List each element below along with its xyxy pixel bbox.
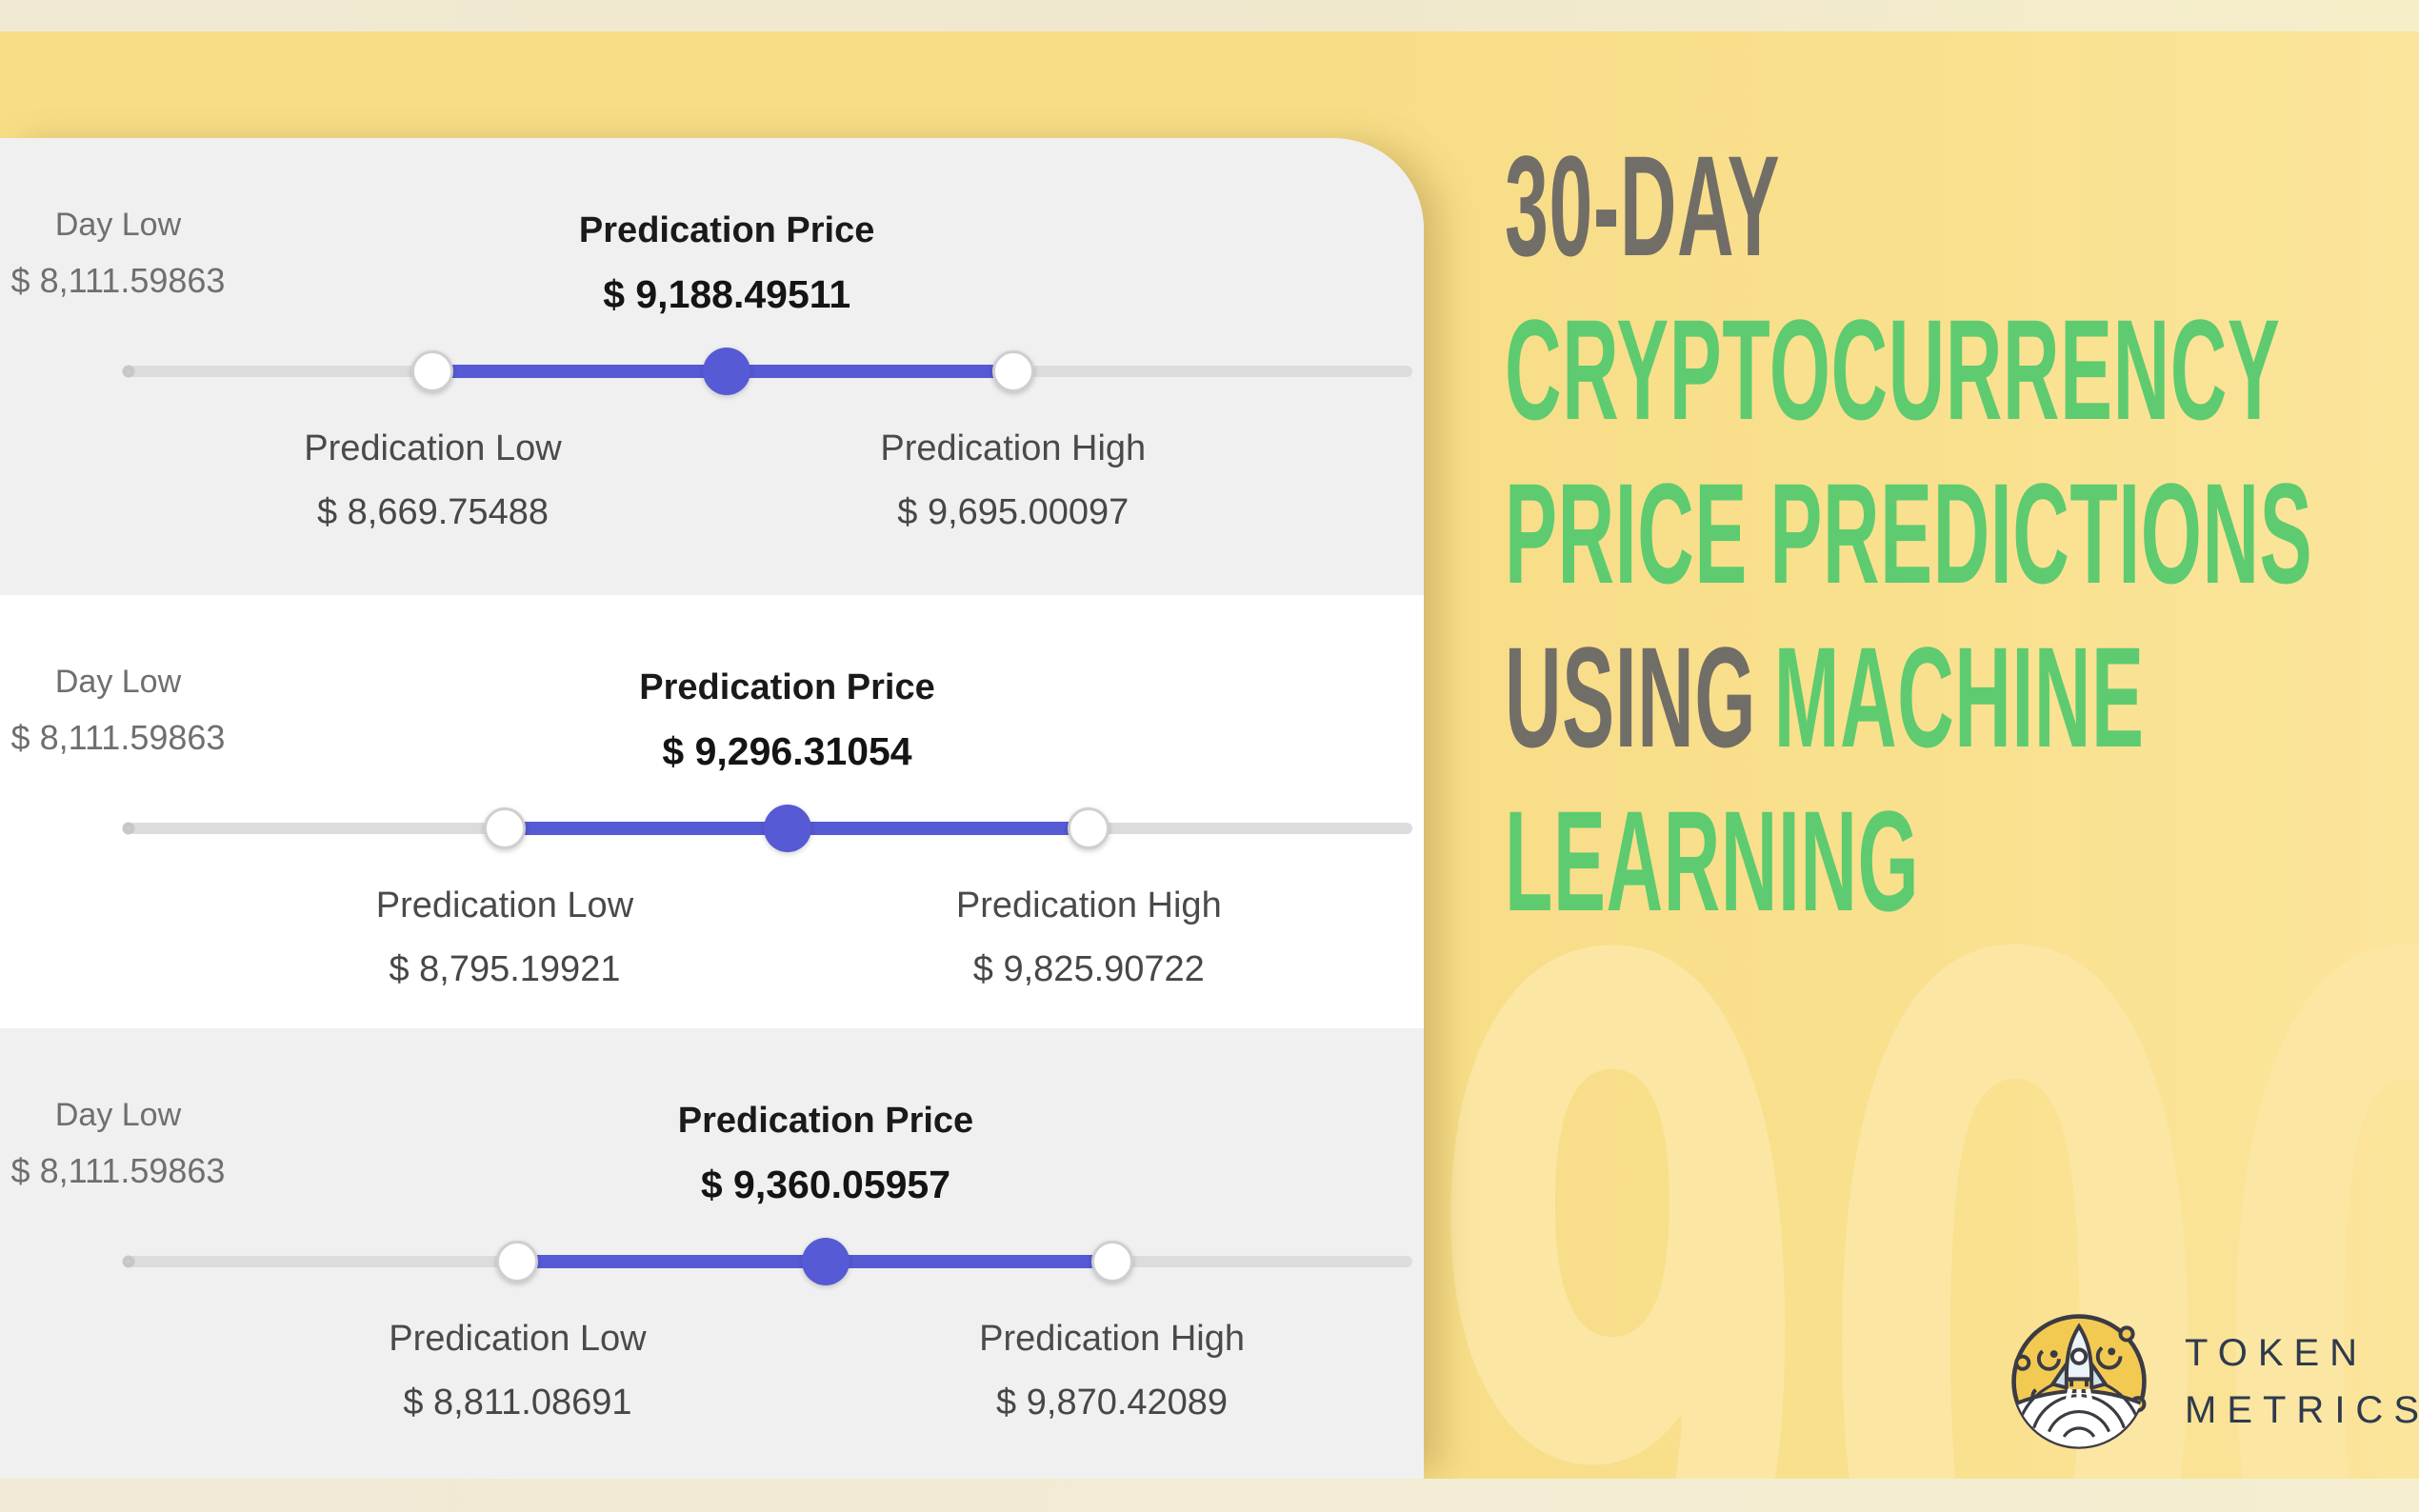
prediction-price-value: $ 9,296.31054 — [662, 729, 912, 773]
prediction-low-block: Predication Low $ 8,795.19921 — [376, 885, 633, 990]
day-low-block: Day Low $ 8,111.59863 — [8, 1097, 229, 1191]
prediction-slider: Predication Price $ 9,188.49511 Predicat… — [122, 138, 1412, 595]
slider-start-marker — [122, 365, 135, 378]
day-low-block: Day Low $ 8,111.59863 — [8, 664, 229, 758]
day-low-value: $ 8,111.59863 — [10, 1151, 226, 1190]
logo-word-token: TOKEN — [2185, 1332, 2369, 1374]
prediction-high-block: Predication High $ 9,870.42089 — [979, 1319, 1245, 1423]
day-low-label: Day Low — [54, 1097, 182, 1133]
background-watermark-900: 900 — [1421, 750, 2419, 1512]
prediction-low-block: Predication Low $ 8,811.08691 — [389, 1319, 646, 1423]
prediction-panel-1: Day Low $ 8,111.59863 Predication Price … — [0, 138, 1424, 595]
day-low-value: $ 8,111.59863 — [10, 261, 226, 300]
headline-line-2: CRYPTOCURRENCY — [1505, 289, 2281, 449]
headline-line-4-grey: USING — [1505, 617, 1757, 777]
headline-line-5: LEARNING — [1505, 781, 1920, 941]
prediction-low-label: Predication Low — [389, 1319, 647, 1359]
prediction-high-block: Predication High $ 9,695.00097 — [880, 428, 1146, 533]
prediction-panel-2: Day Low $ 8,111.59863 Predication Price … — [0, 595, 1424, 1028]
prediction-price-block: Predication Price $ 9,360.05957 — [678, 1101, 973, 1207]
slider-low-handle[interactable] — [483, 807, 526, 849]
day-low-value: $ 8,111.59863 — [10, 718, 226, 757]
prediction-price-block: Predication Price $ 9,296.31054 — [639, 667, 934, 774]
prediction-price-value: $ 9,360.05957 — [700, 1163, 951, 1206]
prediction-high-label: Predication High — [979, 1319, 1245, 1359]
headline-line-3: PRICE PREDICTIONS — [1505, 453, 2313, 613]
slider-high-handle[interactable] — [1090, 1241, 1133, 1283]
day-low-label: Day Low — [54, 664, 182, 700]
slider-high-handle[interactable] — [991, 350, 1034, 392]
slider-low-handle[interactable] — [496, 1241, 539, 1283]
slider-price-handle[interactable] — [703, 348, 751, 395]
day-low-label: Day Low — [54, 207, 182, 243]
slider-high-handle[interactable] — [1068, 807, 1110, 849]
headline-line-1: 30-DAY — [1505, 126, 1781, 286]
prediction-high-value: $ 9,695.00097 — [897, 492, 1130, 532]
prediction-low-block: Predication Low $ 8,669.75488 — [304, 428, 561, 533]
prediction-high-value: $ 9,870.42089 — [996, 1383, 1229, 1422]
day-low-block: Day Low $ 8,111.59863 — [8, 207, 229, 301]
predictions-card: Day Low $ 8,111.59863 Predication Price … — [0, 138, 1424, 1479]
prediction-low-label: Predication Low — [375, 885, 634, 925]
prediction-slider: Predication Price $ 9,296.31054 Predicat… — [122, 595, 1412, 1028]
slider-price-handle[interactable] — [763, 805, 811, 852]
slider-price-handle[interactable] — [801, 1238, 850, 1285]
bottom-cream-band — [0, 1479, 2419, 1512]
prediction-high-value: $ 9,825.90722 — [972, 949, 1205, 989]
prediction-price-label: Predication Price — [578, 210, 875, 250]
token-metrics-logo: TOKEN METRICS — [2004, 1306, 2419, 1457]
prediction-low-value: $ 8,811.08691 — [403, 1383, 632, 1422]
prediction-high-block: Predication High $ 9,825.90722 — [956, 885, 1222, 990]
headline-line-4-green: MACHINE — [1773, 617, 2145, 777]
prediction-panel-3: Day Low $ 8,111.59863 Predication Price … — [0, 1028, 1424, 1479]
headline: 30-DAY CRYPTOCURRENCY PRICE PREDICTIONS … — [1505, 124, 2419, 943]
slider-start-marker — [122, 1255, 135, 1268]
prediction-slider: Predication Price $ 9,360.05957 Predicat… — [122, 1028, 1412, 1479]
slider-low-handle[interactable] — [411, 350, 454, 392]
logo-word-metrics: METRICS — [2185, 1389, 2419, 1431]
prediction-low-value: $ 8,795.19921 — [389, 949, 621, 989]
prediction-high-label: Predication High — [880, 428, 1147, 468]
prediction-price-block: Predication Price $ 9,188.49511 — [579, 210, 874, 317]
prediction-high-label: Predication High — [955, 885, 1222, 925]
moon-rocket-icon — [2011, 1314, 2147, 1449]
prediction-low-label: Predication Low — [304, 428, 562, 468]
top-cream-band — [0, 0, 2419, 31]
prediction-low-value: $ 8,669.75488 — [316, 492, 549, 532]
prediction-price-label: Predication Price — [677, 1101, 974, 1141]
prediction-price-value: $ 9,188.49511 — [603, 272, 851, 316]
slider-start-marker — [122, 822, 135, 835]
prediction-price-label: Predication Price — [639, 667, 935, 707]
